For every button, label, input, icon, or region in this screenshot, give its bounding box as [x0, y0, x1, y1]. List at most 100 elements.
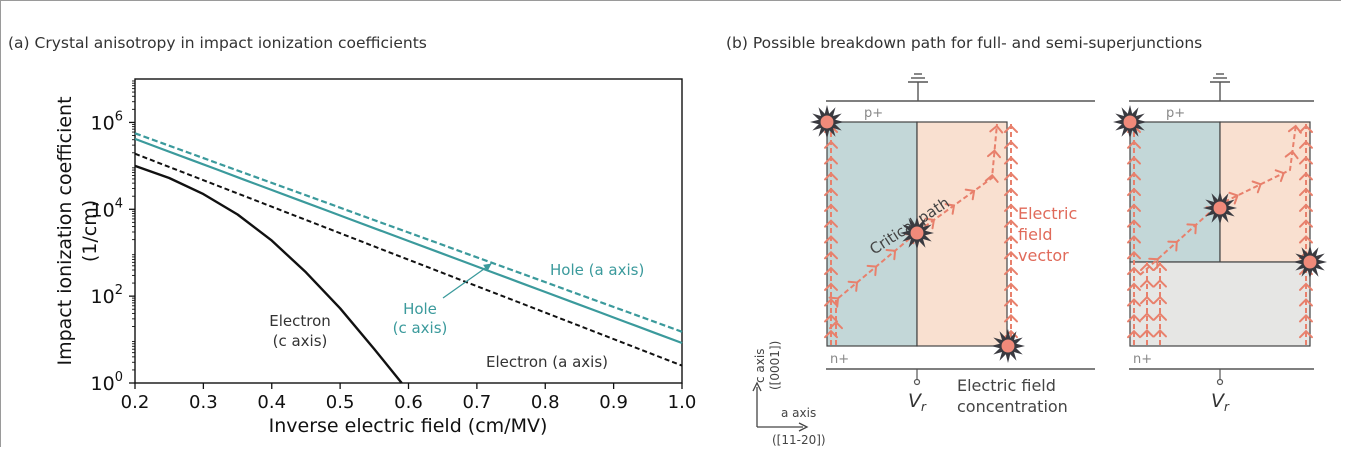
hole-c-label-line2: (c axis)	[393, 319, 448, 337]
field-arrowhead	[1004, 124, 1018, 133]
field-arrowhead	[1004, 203, 1018, 212]
field-arrowhead	[1153, 262, 1167, 271]
field-arrowhead	[1004, 171, 1018, 181]
field-arrowhead	[1299, 313, 1313, 323]
field-vector-label-3: vector	[1018, 246, 1069, 265]
chart-series	[134, 132, 683, 384]
field-arrowhead	[824, 156, 838, 165]
x-tick-label: 0.7	[463, 392, 492, 413]
field-arrowhead	[1004, 298, 1018, 307]
vr-terminal	[913, 378, 921, 386]
field-arrowhead	[824, 171, 838, 181]
field-arrowhead	[1140, 279, 1154, 288]
y-axis-label-line2: (1/cm)	[79, 200, 101, 262]
field-arrowhead	[1140, 295, 1154, 305]
field-arrowhead	[824, 282, 838, 291]
semi-superjunction: p+ n+ V r	[1127, 73, 1314, 414]
field-arrowhead	[1299, 171, 1313, 181]
n-column	[826, 121, 918, 347]
field-arrowhead	[829, 320, 843, 330]
a-axis-label: a axis	[781, 406, 816, 420]
field-arrowhead	[1167, 240, 1178, 252]
series-line-electron-c	[134, 164, 403, 384]
breakdown-points	[810, 105, 1327, 363]
n-plus-label: n+	[830, 352, 849, 367]
field-arrowhead	[1127, 235, 1141, 244]
field-arrowhead	[1127, 298, 1141, 307]
field-arrowhead	[1127, 187, 1141, 197]
panel-b-title: (b) Possible breakdown path for full- an…	[726, 34, 1202, 52]
y-axis-label-line1: Impact ionization coefficient	[54, 96, 76, 365]
field-arrowhead	[1299, 156, 1313, 165]
field-arrowhead	[1299, 203, 1313, 212]
hole-a-label: Hole (a axis)	[550, 261, 644, 279]
field-arrowhead	[1004, 187, 1018, 197]
x-axis-ticks: 0.2 0.3 0.4 0.5 0.6 0.7 0.8 0.9 1.0	[121, 383, 697, 413]
field-arrowhead	[1153, 328, 1167, 338]
breakdown-star-core	[1123, 115, 1137, 129]
y-tick-label: 106	[91, 109, 123, 134]
hole-c-label-line1: Hole	[403, 300, 437, 318]
field-arrowhead	[1127, 219, 1141, 228]
breakdown-star-core	[820, 115, 834, 129]
field-vector-label-1: Electric	[1018, 204, 1077, 223]
field-arrowhead	[885, 249, 897, 261]
field-arrowhead	[1299, 140, 1313, 149]
field-arrowhead	[1004, 219, 1018, 228]
field-arrowhead	[1299, 282, 1313, 291]
vr-label-semi: V	[1211, 390, 1226, 412]
hole-c-pointer	[442, 263, 492, 299]
crystal-axes-indicator: c axis ([0001]) a axis ([11-20])	[752, 341, 826, 447]
n-plus-label-semi: n+	[1133, 352, 1152, 367]
field-arrowhead	[924, 217, 936, 230]
field-arrowhead	[1127, 266, 1141, 276]
field-arrowhead	[824, 219, 838, 228]
field-arrowhead	[824, 250, 838, 260]
field-arrowhead	[1140, 312, 1154, 321]
field-arrowhead	[1004, 156, 1018, 165]
electron-c-label-line2: (c axis)	[273, 332, 328, 350]
field-arrowhead	[1284, 150, 1299, 160]
figure-frame	[0, 0, 1341, 447]
field-arrowhead	[847, 280, 859, 292]
field-arrowhead	[824, 266, 838, 276]
x-tick-label: 1.0	[668, 392, 697, 413]
field-arrowhead	[1299, 187, 1313, 197]
breakdown-star-core	[1213, 201, 1227, 215]
field-arrowhead	[1004, 140, 1018, 149]
electron-a-label: Electron (a axis)	[486, 353, 608, 371]
field-arrowhead	[1299, 124, 1313, 133]
breakdown-star-core	[910, 226, 924, 240]
p-plus-label: p+	[864, 106, 883, 121]
field-arrowhead	[1127, 140, 1141, 149]
field-arrowhead	[1127, 203, 1141, 212]
field-arrowhead	[984, 173, 999, 183]
vr-label: V	[908, 390, 923, 412]
field-arrowhead	[1251, 180, 1262, 194]
field-arrowhead	[824, 235, 838, 244]
field-arrowhead	[1127, 250, 1141, 260]
field-arrowhead	[989, 124, 1004, 134]
field-arrowhead	[1299, 298, 1313, 307]
y-axis-ticks: 100 102 104 106	[91, 80, 135, 395]
y-tick-label: 104	[91, 196, 123, 221]
x-tick-label: 0.6	[394, 392, 423, 413]
field-arrowhead	[1288, 124, 1302, 134]
vr-terminal-semi	[1216, 378, 1224, 386]
field-arrowhead	[1148, 257, 1159, 269]
field-arrowhead	[944, 203, 956, 215]
field-arrowhead	[824, 140, 838, 149]
field-line	[1139, 123, 1297, 276]
field-arrowhead	[1127, 282, 1141, 291]
field-arrowhead	[1153, 295, 1167, 305]
concentration-label-1: Electric field	[957, 376, 1056, 395]
c-axis-index: ([0001])	[768, 341, 782, 390]
field-arrowhead	[1140, 262, 1154, 271]
field-arrowhead	[1004, 235, 1018, 244]
field-arrowhead	[1004, 250, 1018, 260]
field-arrowhead	[1127, 329, 1141, 339]
field-arrowhead	[1299, 329, 1313, 339]
field-arrowhead	[987, 149, 1001, 159]
